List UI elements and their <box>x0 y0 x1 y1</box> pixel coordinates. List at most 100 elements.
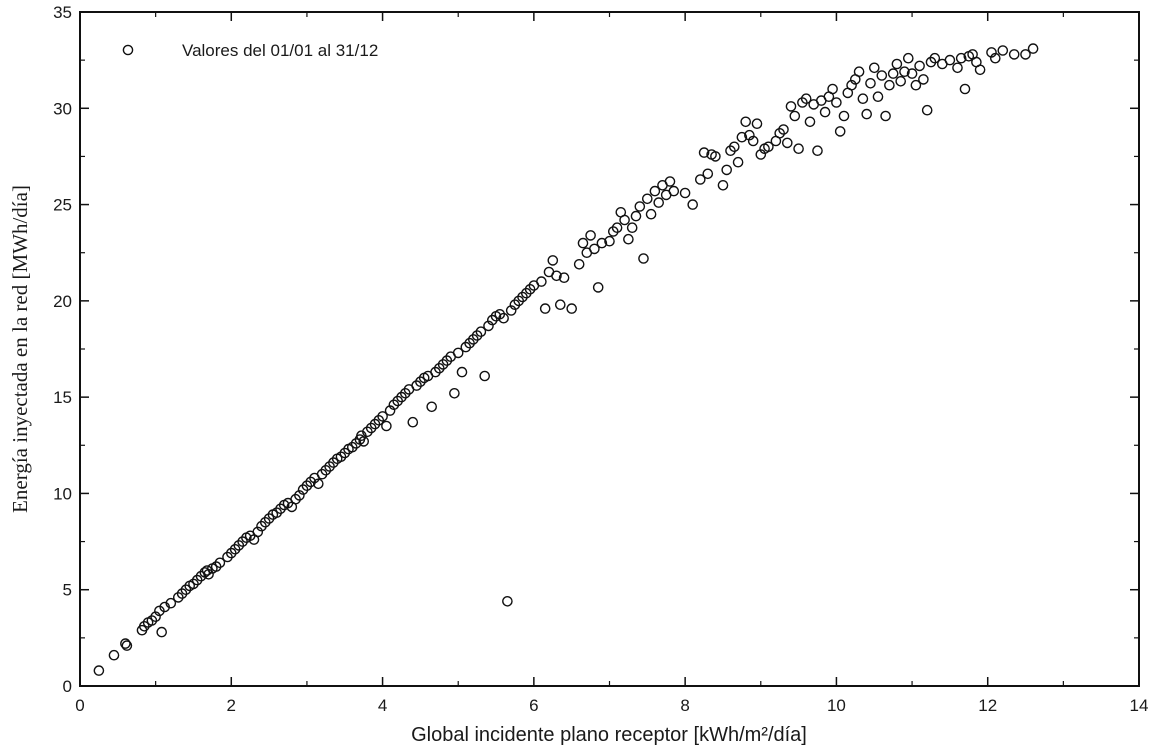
data-point <box>952 62 963 74</box>
data-point <box>456 366 468 378</box>
data-point <box>1027 43 1039 54</box>
data-point <box>785 101 797 112</box>
y-tick-label: 35 <box>53 3 72 22</box>
data-point <box>188 578 199 590</box>
data-point <box>452 347 464 359</box>
data-point <box>214 557 226 569</box>
data-point <box>328 457 339 468</box>
data-point <box>138 621 150 632</box>
data-point <box>910 79 922 91</box>
data-point <box>479 370 491 382</box>
data-point <box>642 193 653 205</box>
legend-label: Valores del 01/01 al 31/12 <box>182 41 378 60</box>
y-axis-title: Energía inyectada en la red [MWh/día] <box>8 185 32 513</box>
y-tick-label: 30 <box>53 99 72 118</box>
data-point <box>486 314 498 326</box>
data-point <box>800 93 812 104</box>
data-point <box>566 303 578 314</box>
data-point <box>974 64 986 76</box>
data-point <box>585 230 596 241</box>
data-point <box>710 151 721 162</box>
data-point <box>502 596 513 607</box>
data-point <box>294 490 305 501</box>
data-point <box>536 276 547 287</box>
data-point <box>838 110 850 122</box>
data-point <box>524 283 536 295</box>
data-point <box>702 168 714 180</box>
data-point <box>955 52 967 64</box>
data-point <box>929 52 941 64</box>
data-point <box>415 376 426 388</box>
data-point <box>782 137 793 149</box>
data-point <box>312 478 324 490</box>
y-tick-label: 15 <box>53 388 72 407</box>
data-point <box>763 141 774 153</box>
data-point <box>437 359 449 370</box>
y-axis-ticks: 0 5 10 15 20 25 30 35 <box>53 3 1139 696</box>
data-point <box>831 97 842 108</box>
data-point <box>747 135 759 147</box>
data-point <box>634 201 646 212</box>
data-point <box>475 326 487 338</box>
x-tick-label: 4 <box>378 696 387 715</box>
data-point <box>369 418 381 430</box>
data-point <box>233 540 245 551</box>
y-tick-label: 10 <box>53 484 72 503</box>
data-point <box>903 52 914 64</box>
data-point <box>626 222 638 233</box>
data-point <box>290 493 301 505</box>
data-point <box>789 110 801 122</box>
data-point <box>517 291 528 303</box>
data-point <box>853 66 865 77</box>
data-point <box>861 108 873 120</box>
data-point <box>301 480 313 492</box>
data-point <box>638 253 649 264</box>
data-point <box>695 174 706 185</box>
x-tick-label: 0 <box>75 696 84 715</box>
data-point <box>819 106 831 118</box>
data-point <box>172 592 184 603</box>
data-point <box>108 649 120 661</box>
data-point <box>555 299 566 311</box>
data-point <box>498 312 509 324</box>
data-point <box>827 83 838 95</box>
data-point <box>551 270 562 282</box>
plot-frame <box>79 11 1140 687</box>
data-point <box>93 665 105 676</box>
data-point <box>997 45 1009 56</box>
data-point <box>259 517 271 528</box>
x-tick-label: 12 <box>978 696 997 715</box>
data-point <box>729 141 740 153</box>
data-point <box>573 258 585 270</box>
data-point <box>990 52 1001 64</box>
data-point <box>592 282 604 293</box>
legend: Valores del 01/01 al 31/12 <box>122 41 378 60</box>
data-point <box>774 127 786 139</box>
data-point <box>664 176 676 187</box>
data-point <box>736 131 748 143</box>
data-point <box>449 387 460 399</box>
legend-marker <box>122 44 134 56</box>
data-point <box>396 391 407 403</box>
data-point <box>180 584 192 596</box>
y-tick-label: 25 <box>53 196 72 215</box>
data-point <box>377 411 388 422</box>
data-point <box>721 164 733 176</box>
data-point <box>857 93 869 104</box>
data-point <box>793 143 804 154</box>
data-point <box>679 187 691 199</box>
data-point <box>732 156 744 168</box>
data-point <box>611 222 623 233</box>
data-point <box>899 66 910 77</box>
data-point <box>608 226 619 237</box>
data-point <box>596 237 608 249</box>
y-tick-label: 20 <box>53 292 72 311</box>
x-tick-label: 2 <box>227 696 236 715</box>
x-axis-title: Global incidente plano receptor [kWh/m²/… <box>411 724 807 746</box>
data-point <box>1020 49 1031 60</box>
data-point <box>944 54 956 66</box>
data-point <box>505 305 517 316</box>
x-tick-label: 14 <box>1130 696 1149 715</box>
data-point <box>388 399 400 411</box>
data-point <box>156 626 167 638</box>
